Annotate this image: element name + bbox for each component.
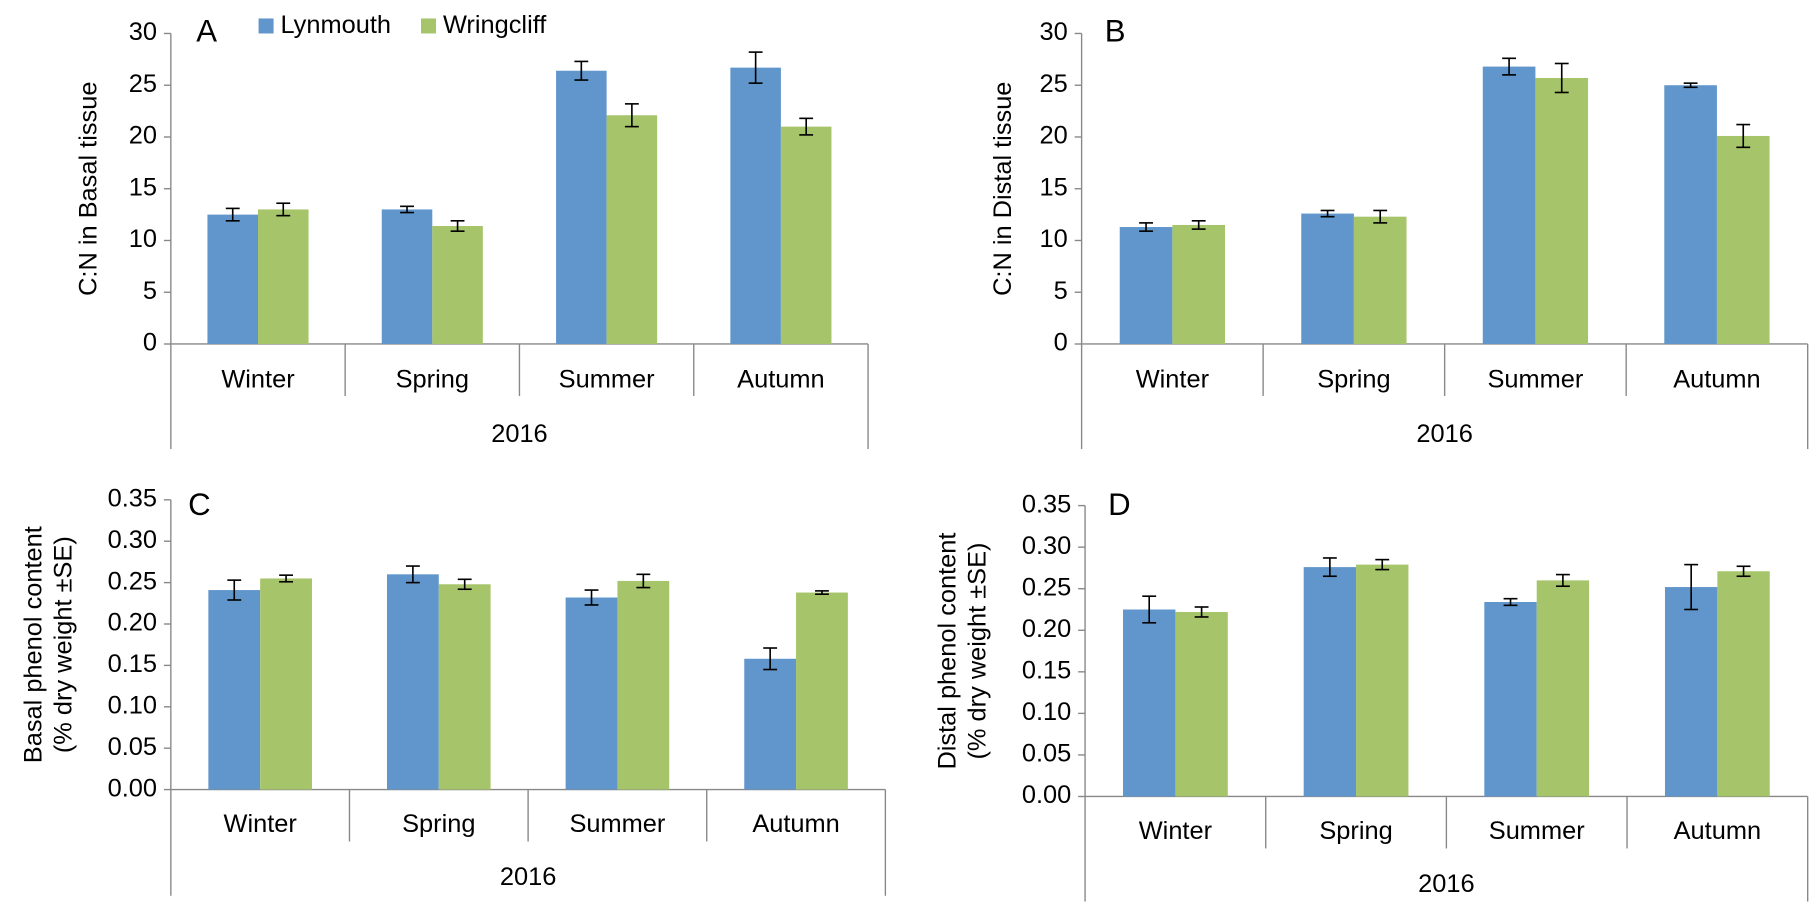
- y-tick-label: 20: [1040, 122, 1068, 150]
- group-label: 2016: [1418, 870, 1474, 898]
- bar: [1123, 609, 1176, 797]
- legend-label: Wringcliff: [443, 11, 547, 39]
- panel-label: A: [196, 14, 217, 49]
- y-tick-label: 0.15: [1022, 657, 1071, 685]
- y-tick-label: 0.20: [1022, 615, 1071, 643]
- x-tick-label: Summer: [569, 810, 665, 838]
- bar: [1664, 85, 1717, 344]
- group-label: 2016: [491, 420, 547, 448]
- bar: [1301, 213, 1354, 344]
- bar: [438, 584, 491, 790]
- y-tick-label: 0.20: [108, 609, 157, 637]
- x-tick-label: Spring: [1319, 817, 1392, 845]
- y-tick-label: 0.25: [1022, 573, 1071, 601]
- bar: [432, 225, 483, 344]
- y-tick-label: 0: [1054, 329, 1068, 357]
- bar: [744, 658, 797, 790]
- bar: [1484, 602, 1537, 797]
- y-tick-label: 0: [143, 329, 157, 357]
- x-tick-label: Autumn: [1674, 817, 1761, 845]
- group-label: 2016: [500, 863, 556, 891]
- bar: [606, 115, 658, 344]
- legend-swatch: [258, 18, 274, 34]
- y-tick-label: 25: [1040, 70, 1068, 98]
- x-tick-label: Autumn: [1673, 366, 1760, 394]
- bar: [381, 209, 433, 344]
- bar: [1482, 66, 1536, 344]
- y-tick-label: 0.15: [108, 650, 157, 678]
- y-tick-label: 15: [1040, 173, 1068, 201]
- x-tick-label: Winter: [1136, 366, 1210, 394]
- bar: [617, 580, 670, 790]
- y-axis-label: C:N in Basal tissue: [75, 82, 103, 296]
- y-tick-label: 10: [129, 225, 157, 253]
- legend-swatch: [421, 18, 437, 34]
- y-axis-label: C:N in Distal tissue: [989, 82, 1017, 296]
- bar: [1175, 611, 1228, 797]
- bar: [386, 574, 439, 790]
- y-tick-label: 5: [143, 277, 157, 305]
- y-tick-label: 0.25: [108, 567, 157, 595]
- y-tick-label: 30: [129, 18, 157, 46]
- y-tick-label: 10: [1040, 225, 1068, 253]
- y-tick-label: 0.30: [1022, 532, 1071, 560]
- x-tick-label: Spring: [396, 366, 469, 394]
- y-tick-label: 0.35: [108, 485, 157, 513]
- x-tick-label: Autumn: [752, 810, 839, 838]
- x-tick-label: Spring: [1317, 366, 1390, 394]
- bar: [207, 214, 258, 344]
- x-tick-label: Winter: [1139, 817, 1213, 845]
- y-tick-label: 20: [129, 122, 157, 150]
- bar: [260, 578, 312, 790]
- x-tick-label: Winter: [221, 366, 295, 394]
- y-tick-label: 0.30: [108, 526, 157, 554]
- bar: [1536, 580, 1590, 797]
- y-tick-label: 0.10: [108, 691, 157, 719]
- x-tick-label: Winter: [224, 810, 298, 838]
- x-tick-label: Summer: [1487, 366, 1583, 394]
- y-axis-label: Basal phenol content: [19, 526, 47, 763]
- x-tick-label: Summer: [559, 366, 655, 394]
- bar: [1535, 77, 1589, 344]
- panel-label: B: [1105, 14, 1126, 49]
- bar: [565, 597, 618, 790]
- bar: [208, 590, 261, 790]
- y-axis-label: (% dry weight ±SE): [964, 543, 992, 760]
- bar: [1303, 567, 1357, 797]
- bar: [1356, 564, 1409, 797]
- bar: [730, 67, 781, 344]
- x-tick-label: Summer: [1489, 817, 1585, 845]
- bar: [796, 592, 848, 790]
- bar: [257, 209, 309, 344]
- y-axis-label: (% dry weight ±SE): [49, 536, 77, 753]
- y-tick-label: 0.05: [1022, 740, 1071, 768]
- panel-label: D: [1108, 487, 1131, 522]
- y-tick-label: 5: [1054, 277, 1068, 305]
- bar: [1717, 571, 1770, 797]
- bar: [556, 70, 607, 344]
- y-tick-label: 25: [129, 70, 157, 98]
- y-tick-label: 0.05: [108, 733, 157, 761]
- group-label: 2016: [1416, 420, 1472, 448]
- bar: [1172, 224, 1226, 344]
- legend-label: Lynmouth: [281, 11, 392, 39]
- y-tick-label: 30: [1040, 18, 1068, 46]
- bar: [1119, 227, 1173, 344]
- x-tick-label: Autumn: [737, 366, 824, 394]
- y-tick-label: 0.35: [1022, 490, 1071, 518]
- y-tick-label: 0.10: [1022, 698, 1071, 726]
- bar: [1716, 135, 1770, 344]
- bar: [1353, 216, 1407, 344]
- y-tick-label: 15: [129, 173, 157, 201]
- y-tick-label: 0.00: [108, 774, 157, 802]
- y-tick-label: 0.00: [1022, 781, 1071, 809]
- x-tick-label: Spring: [402, 810, 475, 838]
- panel-label: C: [188, 487, 211, 522]
- bar: [780, 126, 832, 344]
- y-axis-label: Distal phenol content: [934, 533, 962, 770]
- bar: [1664, 587, 1718, 797]
